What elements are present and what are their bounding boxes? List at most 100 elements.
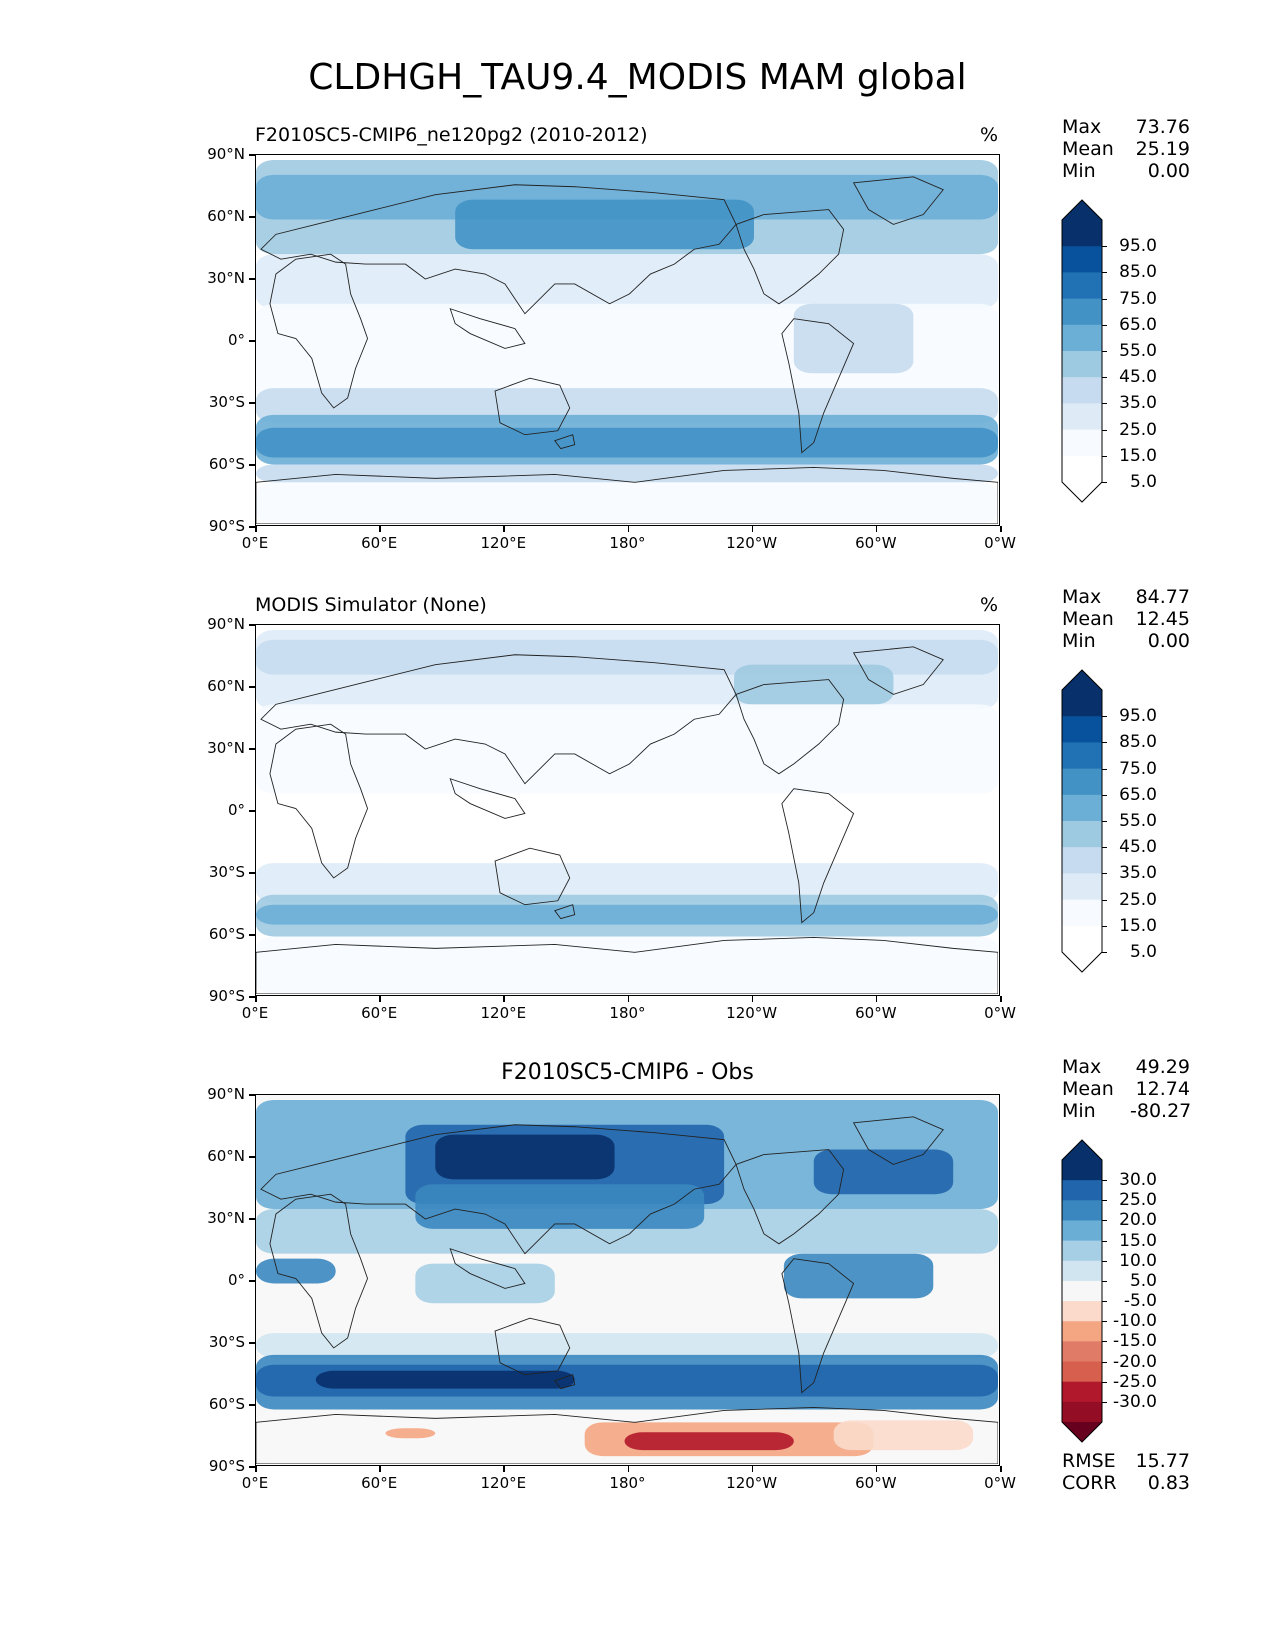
field-band bbox=[783, 1253, 934, 1299]
lat-tick bbox=[249, 464, 255, 466]
stat-max-label: Max bbox=[1062, 586, 1102, 608]
colorbar-tick bbox=[1102, 1260, 1107, 1262]
stat-min-label: Min bbox=[1062, 160, 1096, 182]
field-band bbox=[256, 388, 998, 423]
lon-tick bbox=[875, 526, 878, 532]
lat-tick-label: 0° bbox=[227, 1271, 245, 1289]
lon-tick-label: 180° bbox=[609, 534, 646, 552]
colorbar-segment bbox=[1062, 1280, 1102, 1302]
colorbar-tick bbox=[1102, 952, 1107, 953]
colorbar-tick bbox=[1102, 873, 1107, 875]
lon-tick-label: 120°E bbox=[480, 1004, 527, 1022]
lat-tick bbox=[249, 934, 255, 936]
colorbar-tick bbox=[1102, 716, 1107, 718]
colorbar-segment bbox=[1062, 429, 1102, 457]
lat-tick bbox=[249, 1466, 255, 1468]
colorbar bbox=[1061, 199, 1103, 503]
lon-tick bbox=[379, 996, 381, 1002]
lat-tick bbox=[249, 1218, 255, 1220]
stat-rmse-value: 15.77 bbox=[1135, 1450, 1190, 1472]
colorbar-tick-label: 45.0 bbox=[1119, 367, 1157, 388]
panel-title: F2010SC5-CMIP6 - Obs bbox=[501, 1060, 754, 1085]
field-band bbox=[455, 199, 754, 250]
lat-tick bbox=[249, 402, 255, 404]
colorbar-tick bbox=[1102, 1401, 1107, 1403]
stat-mean-label: Mean bbox=[1062, 608, 1114, 630]
lat-tick bbox=[249, 810, 255, 812]
lon-tick-label: 60°W bbox=[855, 534, 897, 552]
stat-max-label: Max bbox=[1062, 116, 1102, 138]
colorbar-tick-label: 35.0 bbox=[1119, 863, 1157, 884]
field-band bbox=[813, 1149, 954, 1195]
lon-tick bbox=[1000, 1466, 1002, 1472]
field-band bbox=[256, 427, 998, 458]
lat-tick-label: 60°N bbox=[207, 1147, 245, 1165]
lon-tick bbox=[379, 1466, 381, 1472]
map-difference[interactable] bbox=[255, 1094, 1000, 1466]
colorbar-segment bbox=[1062, 1260, 1102, 1282]
stat-corr-label: CORR bbox=[1062, 1472, 1117, 1494]
lon-tick-label: 120°W bbox=[726, 534, 778, 552]
field-band bbox=[793, 303, 914, 374]
figure-title: CLDHGH_TAU9.4_MODIS MAM global bbox=[308, 57, 967, 98]
colorbar-extend-bottom bbox=[1062, 1422, 1102, 1442]
lat-tick bbox=[249, 1404, 255, 1406]
colorbar-tick-label: 65.0 bbox=[1119, 314, 1157, 335]
colorbar-tick bbox=[1102, 403, 1107, 405]
stat-min-label: Min bbox=[1062, 1100, 1096, 1122]
field-band bbox=[256, 1258, 336, 1284]
field-band bbox=[256, 174, 998, 220]
colorbar-tick-label: 5.0 bbox=[1129, 1270, 1157, 1291]
colorbar-extend-top bbox=[1062, 1140, 1102, 1160]
stat-mean-label: Mean bbox=[1062, 138, 1114, 160]
lat-tick bbox=[249, 686, 255, 688]
colorbar-segment bbox=[1062, 847, 1102, 874]
colorbar-tick bbox=[1102, 377, 1107, 379]
lat-tick bbox=[249, 340, 255, 342]
stat-mean-value: 12.45 bbox=[1135, 608, 1190, 630]
coastline-2 bbox=[494, 847, 571, 906]
colorbar-tick-label: -10.0 bbox=[1113, 1311, 1157, 1332]
lat-tick bbox=[249, 1342, 255, 1344]
lon-tick-label: 0°E bbox=[241, 534, 269, 552]
lat-tick-label: 30°N bbox=[207, 1209, 245, 1227]
colorbar-tick-label: 5.0 bbox=[1129, 472, 1157, 492]
colorbar-tick bbox=[1102, 768, 1107, 770]
colorbar-tick bbox=[1102, 821, 1107, 822]
lon-tick bbox=[255, 526, 257, 532]
colorbar-tick-label: 85.0 bbox=[1119, 732, 1157, 753]
colorbar-tick bbox=[1102, 351, 1107, 352]
coastline-6 bbox=[852, 1116, 944, 1165]
lat-tick bbox=[249, 872, 255, 874]
colorbar-segment bbox=[1062, 455, 1102, 483]
colorbar-extend-top bbox=[1062, 670, 1102, 690]
field-band bbox=[833, 1420, 974, 1451]
lat-tick bbox=[249, 1156, 255, 1158]
colorbar-segment bbox=[1062, 1381, 1102, 1403]
coastline-7 bbox=[256, 467, 998, 524]
lat-tick bbox=[249, 996, 255, 998]
colorbar-segment bbox=[1062, 873, 1102, 901]
colorbar-tick bbox=[1102, 298, 1107, 300]
field-band bbox=[256, 704, 998, 794]
map-canvas bbox=[256, 625, 998, 994]
map-reference[interactable] bbox=[255, 624, 1000, 996]
colorbar-tick-label: 10.0 bbox=[1119, 1250, 1157, 1271]
colorbar bbox=[1061, 669, 1103, 973]
coastline-8 bbox=[449, 1248, 526, 1289]
field-band bbox=[256, 464, 998, 483]
lon-tick bbox=[379, 526, 381, 532]
colorbar-segment bbox=[1062, 403, 1102, 431]
lon-tick bbox=[1000, 526, 1002, 532]
map-test[interactable] bbox=[255, 154, 1000, 526]
stat-min-value: -80.27 bbox=[1130, 1100, 1192, 1122]
colorbar-tick bbox=[1102, 429, 1107, 431]
colorbar bbox=[1061, 1139, 1103, 1443]
colorbar-tick-label: 20.0 bbox=[1119, 1210, 1157, 1231]
field-band bbox=[256, 904, 998, 925]
coastline-2 bbox=[494, 377, 571, 436]
field-band bbox=[256, 254, 998, 309]
lat-tick-label: 60°S bbox=[208, 455, 245, 473]
coastline-1 bbox=[260, 1124, 737, 1255]
coastline-1 bbox=[260, 654, 737, 785]
